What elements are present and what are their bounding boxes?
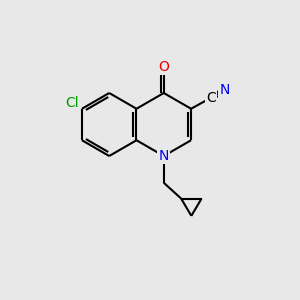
Text: C: C xyxy=(206,91,216,105)
Text: N: N xyxy=(220,83,230,97)
Text: O: O xyxy=(158,60,169,74)
Text: Cl: Cl xyxy=(65,96,79,110)
Text: N: N xyxy=(159,149,169,163)
